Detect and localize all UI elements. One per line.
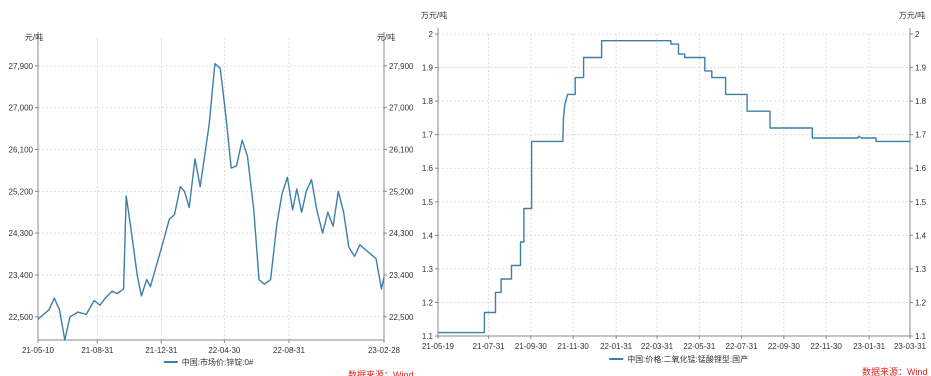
x-tick-label: 21-12-31 xyxy=(145,346,178,355)
y-tick-label-right: 1.3 xyxy=(915,265,927,274)
x-tick-label: 21-11-30 xyxy=(557,342,589,351)
y-tick-label-left: 26,100 xyxy=(9,146,34,155)
y-tick-label-right: 1.6 xyxy=(915,164,927,173)
y-tick-label-right: 27,000 xyxy=(389,104,414,113)
source-label: 数据来源：Wind xyxy=(348,369,414,376)
y-unit-label-left: 万元/吨 xyxy=(421,10,447,20)
y-unit-label-right: 万元/吨 xyxy=(899,10,925,20)
y-tick-label-left: 27,000 xyxy=(9,104,34,113)
y-tick-label-right: 1.4 xyxy=(915,231,927,240)
x-tick-label: 21-07-31 xyxy=(473,342,506,351)
y-tick-label-left: 1.3 xyxy=(422,265,434,274)
y-unit-label-left: 元/吨 xyxy=(25,32,43,42)
x-tick-label: 21-05-10 xyxy=(22,346,55,355)
y-tick-label-left: 2 xyxy=(429,30,434,39)
y-tick-label-right: 1.1 xyxy=(915,332,927,341)
y-tick-label-left: 24,300 xyxy=(9,229,34,238)
source-label: 数据来源：Wind xyxy=(862,366,928,376)
zinc-price-chart: 22,500 22,500 23,400 23,400 24,300 24,300 25,2… xyxy=(9,32,414,376)
y-unit-label-right: 元/吨 xyxy=(377,32,395,42)
series-line xyxy=(37,62,385,341)
y-tick-label-left: 1.9 xyxy=(422,64,434,73)
y-tick-label-right: 1.9 xyxy=(915,64,927,73)
x-tick-label: 23-01-31 xyxy=(853,342,886,351)
x-tick-label: 22-09-30 xyxy=(768,342,801,351)
legend-label: 中国:价格:二氧化锰:锰酸锂型:国产 xyxy=(627,354,748,364)
y-tick-label-left: 1.4 xyxy=(422,231,434,240)
legend-label: 中国:市场价:锌锭:0# xyxy=(182,357,254,367)
x-tick-label: 22-03-31 xyxy=(641,342,674,351)
y-tick-label-left: 22,500 xyxy=(9,313,34,322)
manganese-dioxide-price-chart: 1.1 1.1 1.2 1.2 1.3 1.3 1.4 1.4 1.5 1.5 1.6 1.6 1.7 1… xyxy=(421,10,928,376)
y-tick-label-right: 22,500 xyxy=(389,313,414,322)
x-tick-label: 21-05-19 xyxy=(422,342,455,351)
x-tick-label: 21-08-31 xyxy=(81,346,114,355)
x-tick-label: 22-05-31 xyxy=(683,342,716,351)
x-tick-label: 22-11-30 xyxy=(810,342,842,351)
y-tick-label-left: 1.7 xyxy=(422,131,434,140)
y-tick-label-right: 2 xyxy=(915,30,920,39)
y-tick-label-right: 24,300 xyxy=(389,229,414,238)
series-line xyxy=(438,40,910,334)
y-tick-label-right: 26,100 xyxy=(389,146,414,155)
x-tick-label: 21-09-30 xyxy=(515,342,548,351)
y-tick-label-right: 1.2 xyxy=(915,298,927,307)
x-tick-label: 23-03-31 xyxy=(894,342,927,351)
y-tick-label-right: 27,900 xyxy=(389,62,414,71)
x-tick-label: 22-07-31 xyxy=(726,342,759,351)
x-tick-label: 22-08-31 xyxy=(273,346,306,355)
y-tick-label-right: 25,200 xyxy=(389,187,414,196)
y-tick-label-left: 23,400 xyxy=(9,271,34,280)
y-tick-label-left: 25,200 xyxy=(9,187,34,196)
y-tick-label-right: 23,400 xyxy=(389,271,414,280)
x-tick-label: 22-04-30 xyxy=(208,346,241,355)
y-tick-label-right: 1.8 xyxy=(915,97,927,106)
y-tick-label-left: 1.5 xyxy=(422,198,434,207)
y-tick-label-left: 1.1 xyxy=(422,332,434,341)
y-tick-label-left: 1.8 xyxy=(422,97,434,106)
x-tick-label: 22-01-31 xyxy=(600,342,633,351)
y-tick-label-left: 27,900 xyxy=(9,62,34,71)
y-tick-label-left: 1.2 xyxy=(422,298,434,307)
y-tick-label-right: 1.7 xyxy=(915,131,927,140)
x-tick-label: 23-02-28 xyxy=(368,346,401,355)
y-tick-label-right: 1.5 xyxy=(915,198,927,207)
y-tick-label-left: 1.6 xyxy=(422,164,434,173)
